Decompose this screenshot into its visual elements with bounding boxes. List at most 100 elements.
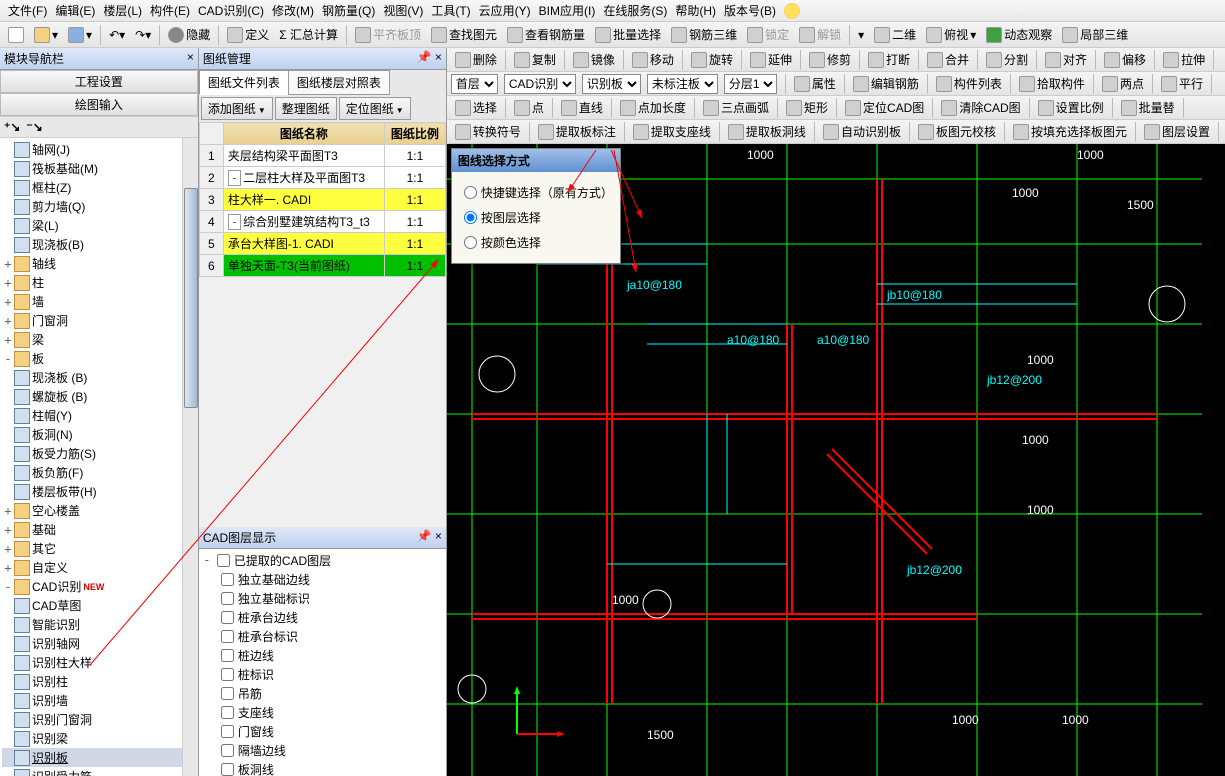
tree-node[interactable]: 识别柱大样 (2, 653, 196, 672)
tab-file-list[interactable]: 图纸文件列表 (199, 70, 289, 95)
tree-node[interactable]: 螺旋板 (B) (2, 387, 196, 406)
tree-node[interactable]: +空心楼盖 (2, 501, 196, 520)
ctb-属性[interactable]: 属性 (790, 73, 840, 94)
ctb-矩形[interactable]: 矩形 (782, 97, 832, 118)
drawing-row[interactable]: 1夹层结构梁平面图T31:1 (199, 145, 445, 167)
layer-item[interactable]: 桩承台边线 (201, 608, 444, 627)
ctb-自动识别板[interactable]: 自动识别板 (819, 121, 905, 142)
tree-node[interactable]: 现浇板 (B) (2, 368, 196, 387)
layer-panel-pin-icon[interactable]: 📌 (417, 529, 432, 543)
layer-item[interactable]: 独立基础边线 (201, 570, 444, 589)
ctb-分割[interactable]: 分割 (982, 49, 1032, 70)
layer-item[interactable]: 板洞线 (201, 760, 444, 776)
ctb-旋转[interactable]: 旋转 (687, 49, 737, 70)
ctb-移动[interactable]: 移动 (628, 49, 678, 70)
tree-node[interactable]: +基础 (2, 520, 196, 539)
hide-button[interactable]: 隐藏 (164, 24, 214, 45)
tree-node[interactable]: +自定义 (2, 558, 196, 577)
ctb-拾取构件[interactable]: 拾取构件 (1015, 73, 1089, 94)
ctb-打断[interactable]: 打断 (864, 49, 914, 70)
tree-node[interactable]: 识别板 (2, 748, 196, 767)
popup-option-shortcut[interactable]: 快捷键选择（原有方式） (464, 180, 608, 205)
ctb-定位CAD图[interactable]: 定位CAD图 (841, 97, 928, 118)
drawing-table[interactable]: 图纸名称图纸比例1夹层结构梁平面图T31:12-二层柱大样及平面图T31:13柱… (199, 122, 446, 277)
ctb-平行[interactable]: 平行 (1157, 73, 1207, 94)
layer-item[interactable]: 桩标识 (201, 665, 444, 684)
cad-drawing-viewport[interactable]: ja10@180 jb10@180 a10@180 a10@180 jb12@2… (447, 144, 1225, 776)
ctb-提取支座线[interactable]: 提取支座线 (629, 121, 715, 142)
undo-button[interactable]: ↶▾ (105, 26, 129, 44)
steel3d-button[interactable]: 钢筋三维 (667, 24, 741, 45)
tree-node[interactable]: 板负筋(F) (2, 463, 196, 482)
tree-node[interactable]: 智能识别 (2, 615, 196, 634)
view2d-button[interactable]: 二维 (870, 24, 920, 45)
tree-node[interactable]: +柱 (2, 273, 196, 292)
popup-option-color[interactable]: 按颜色选择 (464, 230, 608, 255)
batch-button[interactable]: 批量选择 (591, 24, 665, 45)
tree-node[interactable]: 识别轴网 (2, 634, 196, 653)
menu-rebar[interactable]: 钢筋量(Q) (318, 0, 379, 21)
dynview-button[interactable]: 动态观察 (982, 24, 1056, 45)
ctb-对齐[interactable]: 对齐 (1041, 49, 1091, 70)
menu-bim[interactable]: BIM应用(I) (535, 0, 600, 21)
menu-file[interactable]: 文件(F) (4, 0, 51, 21)
ctb-按填充选择板图元[interactable]: 按填充选择板图元 (1009, 121, 1131, 142)
ctb-三点画弧[interactable]: 三点画弧 (699, 97, 773, 118)
sum-button[interactable]: Σ 汇总计算 (275, 24, 342, 45)
layer-item[interactable]: 吊筋 (201, 684, 444, 703)
project-settings-button[interactable]: 工程设置 (0, 70, 198, 93)
drawing-row[interactable]: 5承台大样图-1. CADI1:1 (199, 233, 445, 255)
tree-scrollbar[interactable] (182, 138, 198, 776)
expand-icon[interactable]: ⁺↘ (4, 120, 20, 134)
nav-panel-close-icon[interactable]: × (187, 50, 194, 67)
tree-node[interactable]: 楼层板带(H) (2, 482, 196, 501)
radio-layer[interactable] (464, 211, 477, 224)
ctb-拉伸[interactable]: 拉伸 (1159, 49, 1209, 70)
layer-item[interactable]: 独立基础标识 (201, 589, 444, 608)
ctb-提取板标注[interactable]: 提取板标注 (534, 121, 620, 142)
find-button[interactable]: 查找图元 (427, 24, 501, 45)
drawing-row[interactable]: 6单独天面-T3(当前图纸)1:1 (199, 255, 445, 277)
new-button[interactable] (4, 25, 28, 45)
ctb-选择[interactable]: 选择 (451, 97, 501, 118)
menu-help[interactable]: 帮助(H) (671, 0, 720, 21)
ctb-编辑钢筋[interactable]: 编辑钢筋 (849, 73, 923, 94)
tree-node[interactable]: 识别墙 (2, 691, 196, 710)
ctb-偏移[interactable]: 偏移 (1100, 49, 1150, 70)
nav-tree[interactable]: 轴网(J)筏板基础(M)框柱(Z)剪力墙(Q)梁(L)现浇板(B)+轴线+柱+墙… (0, 138, 198, 776)
ctb-合并[interactable]: 合并 (923, 49, 973, 70)
unlock-button[interactable]: 解锁 (795, 24, 845, 45)
menu-floor[interactable]: 楼层(L) (99, 0, 146, 21)
menu-online[interactable]: 在线服务(S) (599, 0, 671, 21)
open-button[interactable]: ▾ (30, 25, 62, 45)
locate-drawing-button[interactable]: 定位图纸▼ (339, 97, 411, 120)
tree-node[interactable]: 板受力筋(S) (2, 444, 196, 463)
tree-node[interactable]: -CAD识别NEW (2, 577, 196, 596)
define-button[interactable]: 定义 (223, 24, 273, 45)
tree-node[interactable]: 梁(L) (2, 216, 196, 235)
ctb-构件列表[interactable]: 构件列表 (932, 73, 1006, 94)
ctb-清除CAD图[interactable]: 清除CAD图 (937, 97, 1024, 118)
ctb-转换符号[interactable]: 转换符号 (451, 121, 525, 142)
combo-分层1[interactable]: 分层1 (724, 74, 777, 94)
tree-node[interactable]: 轴网(J) (2, 140, 196, 159)
ctb-删除[interactable]: 删除 (451, 49, 501, 70)
layer-root[interactable]: -已提取的CAD图层 (201, 551, 444, 570)
menu-component[interactable]: 构件(E) (146, 0, 194, 21)
menu-modify[interactable]: 修改(M) (268, 0, 318, 21)
ctb-复制[interactable]: 复制 (510, 49, 560, 70)
tab-floor-compare[interactable]: 图纸楼层对照表 (288, 70, 390, 95)
drawing-row[interactable]: 3柱大样一. CADI1:1 (199, 189, 445, 211)
tree-node[interactable]: +门窗洞 (2, 311, 196, 330)
menu-cloud[interactable]: 云应用(Y) (475, 0, 535, 21)
add-drawing-button[interactable]: 添加图纸▼ (201, 97, 273, 120)
tree-node[interactable]: 识别受力筋 (2, 767, 196, 776)
tree-node[interactable]: 柱帽(Y) (2, 406, 196, 425)
layer-panel-close-icon[interactable]: × (435, 529, 442, 543)
save-button[interactable]: ▾ (64, 25, 96, 45)
collapse-icon[interactable]: ⁻↘ (26, 120, 42, 134)
menu-tools[interactable]: 工具(T) (427, 0, 474, 21)
tree-node[interactable]: +其它 (2, 539, 196, 558)
layer-item[interactable]: 隔墙边线 (201, 741, 444, 760)
menu-version[interactable]: 版本号(B) (720, 0, 780, 21)
